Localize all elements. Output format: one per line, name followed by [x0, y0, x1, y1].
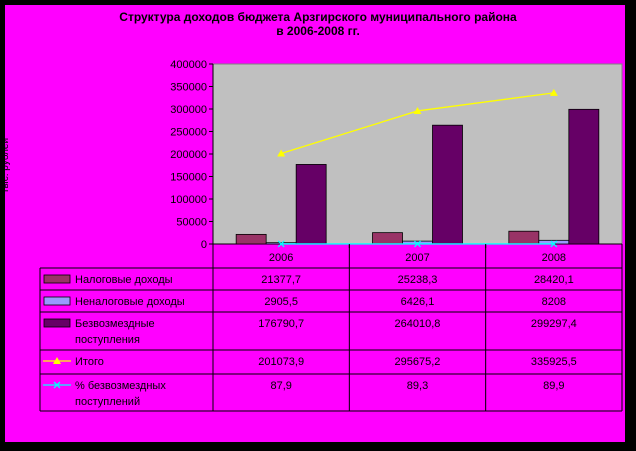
legend-label: Итого — [75, 356, 104, 368]
legend-label: Безвозмездные — [75, 318, 155, 330]
data-table-value: 6426,1 — [401, 296, 435, 308]
chart-title-line-1: Структура доходов бюджета Арзгирского му… — [119, 10, 517, 24]
y-tick-label: 0 — [201, 239, 207, 251]
data-table-value: 201073,9 — [258, 356, 304, 368]
data-table-value: 176790,7 — [258, 318, 304, 330]
legend-label: Неналоговые доходы — [75, 296, 185, 308]
line-marker — [414, 240, 421, 248]
y-tick-label: 300000 — [170, 104, 207, 116]
data-table-value: 21377,7 — [261, 274, 301, 286]
data-table-value: 89,9 — [543, 380, 564, 392]
data-table-value: 2905,5 — [264, 296, 298, 308]
y-tick-label: 350000 — [170, 82, 207, 94]
line-marker — [53, 381, 61, 389]
chart-title: Структура доходов бюджета Арзгирского му… — [0, 10, 636, 38]
bar — [372, 232, 403, 245]
line-marker — [277, 240, 285, 248]
data-table-value: 295675,2 — [395, 356, 441, 368]
chart-title-line-2: в 2006-2008 гг. — [276, 24, 360, 38]
legend-label: поступлений — [75, 396, 140, 408]
line-marker — [413, 106, 422, 114]
bar — [508, 230, 540, 245]
data-table-value: 299297,4 — [531, 318, 577, 330]
bar — [235, 233, 267, 245]
legend-swatch — [43, 318, 71, 328]
line-marker — [549, 88, 558, 96]
legend-swatch — [43, 296, 71, 306]
y-tick-label: 100000 — [170, 194, 207, 206]
legend-label: Налоговые доходы — [75, 274, 173, 286]
data-table-value: 264010,8 — [395, 318, 441, 330]
bar — [295, 164, 327, 245]
x-category-label: 2007 — [405, 252, 429, 264]
data-table-value: 8208 — [542, 296, 566, 308]
legend-label: поступления — [75, 334, 140, 346]
plot-area — [212, 63, 623, 245]
x-category-label: 2008 — [542, 252, 566, 264]
data-table-value: 335925,5 — [531, 356, 577, 368]
bar — [568, 108, 600, 245]
x-category-label: 2006 — [269, 252, 293, 264]
y-tick-label: 400000 — [170, 59, 207, 71]
y-tick-label: 150000 — [170, 172, 207, 184]
line-marker — [277, 149, 286, 157]
data-table-value: 25238,3 — [398, 274, 438, 286]
bar — [432, 124, 463, 245]
y-tick-label: 200000 — [170, 149, 207, 161]
data-table-value: 87,9 — [270, 380, 291, 392]
y-tick-label: 250000 — [170, 127, 207, 139]
data-table-value: 89,3 — [407, 380, 428, 392]
y-tick-label: 50000 — [176, 217, 207, 229]
legend-label: % безвозмездных — [75, 380, 166, 392]
line-marker — [53, 357, 61, 364]
line-marker — [550, 240, 558, 248]
data-table-value: 28420,1 — [534, 274, 574, 286]
legend-swatch — [43, 274, 71, 284]
